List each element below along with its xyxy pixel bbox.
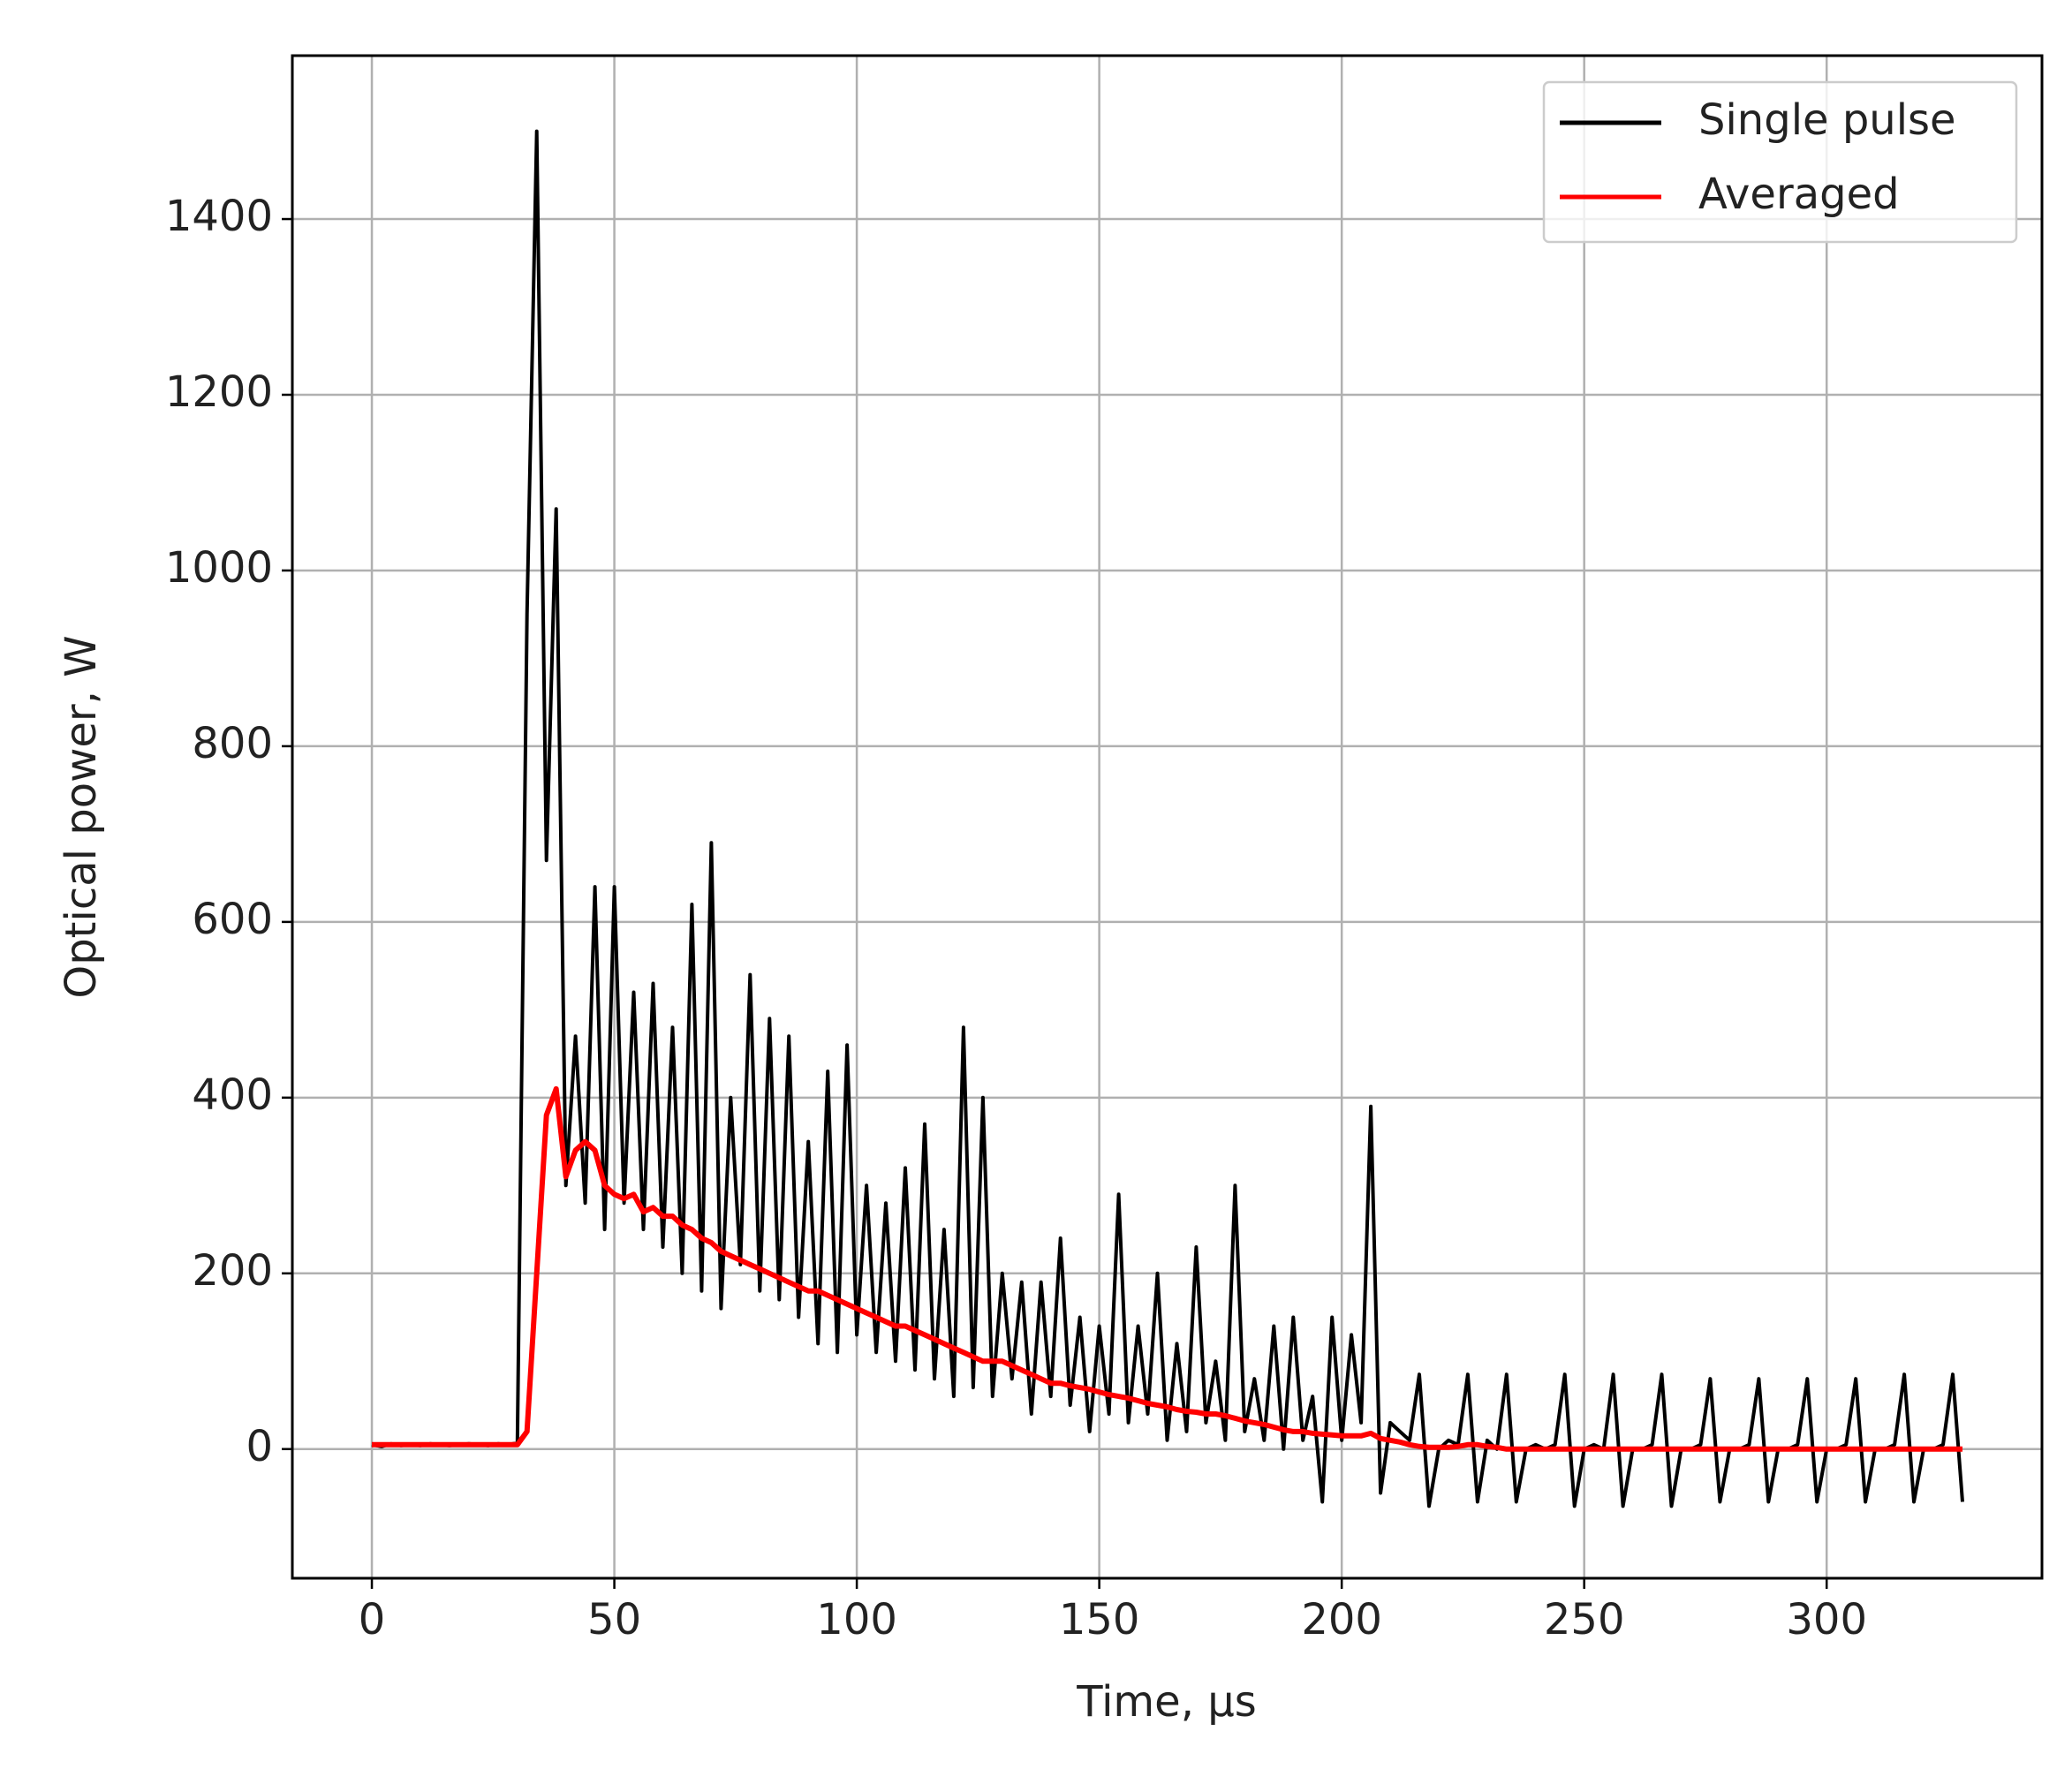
x-tick-label: 50 <box>587 1595 641 1644</box>
x-tick-label: 0 <box>359 1595 386 1644</box>
y-tick-label: 200 <box>192 1246 273 1296</box>
series-line <box>371 129 1964 1508</box>
y-tick-label: 800 <box>192 719 273 768</box>
y-tick-label: 0 <box>246 1422 273 1471</box>
legend-label: Single pulse <box>1698 95 1956 145</box>
series-line <box>372 1085 1962 1452</box>
legend: Single pulse Averaged <box>1542 80 2018 244</box>
y-tick-label: 600 <box>192 895 273 944</box>
plot-lines <box>371 129 1964 1508</box>
legend-box <box>1542 80 2018 244</box>
y-tick-label: 1000 <box>165 543 273 593</box>
x-tick-label: 150 <box>1059 1595 1140 1644</box>
x-tick-label: 200 <box>1301 1595 1382 1644</box>
x-tick-label: 300 <box>1786 1595 1867 1644</box>
x-tick-label: 250 <box>1544 1595 1625 1644</box>
axes: 0 50 100 150 200 250 300 0 200 400 600 800 1000 1200 1… <box>165 192 1867 1644</box>
x-tick-label: 100 <box>816 1595 897 1644</box>
x-axis-label: Time, µs <box>1076 1677 1257 1727</box>
legend-label: Averaged <box>1698 170 1900 219</box>
y-tick-label: 1200 <box>165 367 273 417</box>
y-tick-label: 1400 <box>165 192 273 241</box>
grid <box>292 56 2042 1578</box>
y-tick-label: 400 <box>192 1070 273 1120</box>
y-axis-label: Optical power, W <box>57 635 106 998</box>
plot-frame <box>291 54 2044 1580</box>
